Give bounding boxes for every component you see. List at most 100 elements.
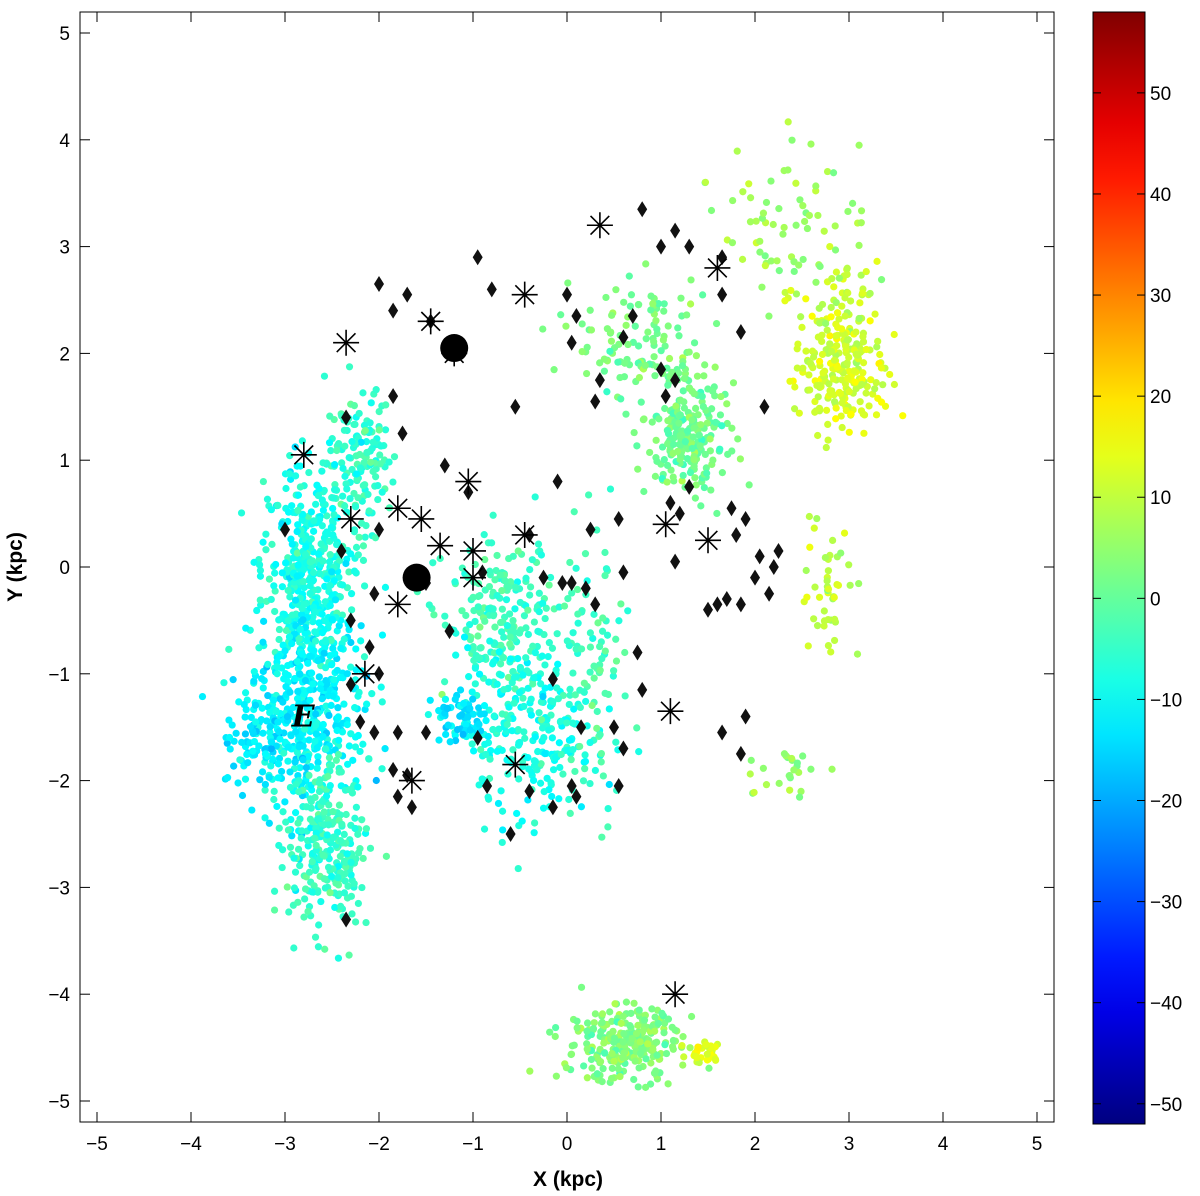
scatter-point [311,933,320,941]
scatter-point [308,888,316,896]
scatter-point [569,719,577,727]
asterisk-marker [337,505,364,532]
scatter-point [873,343,881,351]
scatter-point [649,1045,657,1054]
scatter-point [767,177,775,185]
scatter-point [790,267,798,276]
scatter-point [358,883,366,892]
scatter-point [588,1064,596,1072]
scatter-point [354,830,362,838]
scatter-point [284,826,293,834]
scatter-point [654,1019,662,1028]
scatter-point [343,850,351,858]
asterisk-marker [333,329,360,356]
scatter-point [338,581,347,589]
scatter-point [718,469,726,477]
y-tick-label: −5 [48,1092,70,1113]
scatter-point [365,755,373,763]
scatter-point [286,452,294,460]
diamond-marker [505,826,516,842]
scatter-point [505,703,513,711]
scatter-point [275,616,283,624]
scatter-point [679,1061,687,1069]
scatter-point [597,749,605,758]
scatter-point [312,841,320,850]
scatter-point [808,312,816,320]
scatter-point [519,671,527,679]
scatter-point [278,846,287,854]
scatter-point [859,333,867,341]
scatter-point [377,442,385,450]
scatter-point [305,868,314,876]
scatter-point [790,766,798,774]
cloud-center-lower [424,551,613,873]
scatter-point [372,386,380,394]
scatter-point [571,767,579,776]
scatter-point [572,564,580,572]
scatter-point [546,573,555,582]
cloud-arm-NE-upper [539,178,725,450]
scatter-point [451,578,459,586]
scatter-point [291,596,300,604]
scatter-point [830,593,838,602]
scatter-point [305,771,313,780]
scatter-point [606,1008,614,1016]
scatter-point [475,781,483,789]
scatter-point [337,768,345,776]
circle-series [402,334,469,592]
scatter-point [846,581,854,589]
scatter-point [522,654,530,662]
scatter-point [288,832,296,840]
diamond-marker [670,372,681,389]
asterisk-marker [652,511,679,538]
scatter-point [876,350,884,359]
scatter-point [489,660,497,668]
x-tick-label: −2 [368,1134,390,1155]
scatter-point [709,387,717,395]
scatter-point [465,673,473,681]
scatter-point [478,775,486,783]
scatter-point [621,359,629,367]
scatter-point [577,645,586,653]
diamond-marker [510,398,521,415]
scatter-point [267,745,275,753]
scatter-point [790,405,799,413]
scatter-point [345,786,353,794]
scatter-point [601,647,609,655]
scatter-point [815,593,824,601]
scatter-point [747,756,755,764]
scatter-point [837,549,845,557]
scatter-point [235,698,243,706]
scatter-point [816,262,824,271]
scatter-point [890,330,898,339]
scatter-point [688,416,696,424]
scatter-point [589,634,597,643]
scatter-point [524,606,532,614]
scatter-point [326,767,334,775]
scatter-point [832,298,840,307]
scatter-point [877,276,886,284]
scatter-point [616,1072,624,1081]
scatter-point [694,1043,702,1051]
scatter-point [469,593,477,602]
scatter-point [780,223,788,232]
diamond-marker [388,388,399,405]
asterisk-marker [511,521,538,548]
scatter-point [580,1062,588,1070]
diamond-marker [355,713,366,730]
scatter-point [640,415,648,423]
scatter-point [326,601,334,610]
scatter-point [310,647,318,655]
scatter-point [634,1083,642,1091]
scatter-point [261,814,269,822]
scatter-point [498,838,506,847]
scatter-point [346,494,354,503]
colorbar-tick: −40 [1093,994,1182,1015]
scatter-point [873,257,881,265]
scatter-point [537,698,545,706]
scatter-point [746,194,755,202]
scatter-point [680,374,688,383]
scatter-point [339,492,347,500]
colorbar-tick: 0 [1093,589,1161,610]
scatter-point [375,408,383,416]
